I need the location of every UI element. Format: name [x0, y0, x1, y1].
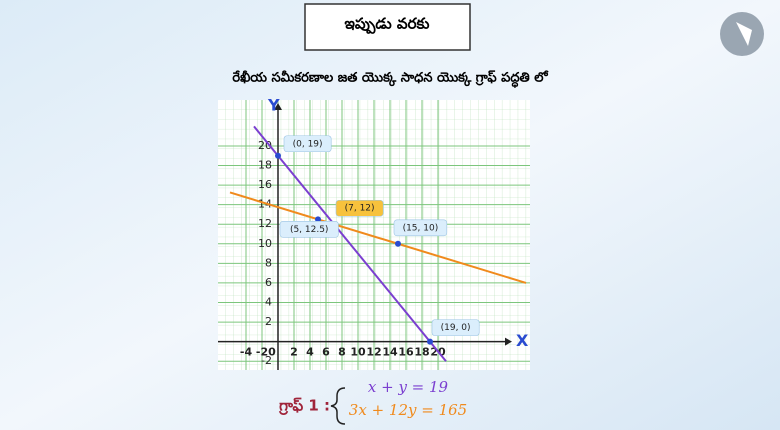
- line: [229, 191, 527, 284]
- x-tick-label: -2: [256, 346, 268, 359]
- point-label: (15, 10): [403, 223, 439, 233]
- legend-entry: x + y = 19: [368, 378, 449, 396]
- y-tick-label: 12: [258, 217, 272, 230]
- logo-mark: [736, 22, 752, 46]
- x-tick-label: 0: [268, 346, 276, 359]
- point-label-box: [335, 199, 384, 217]
- x-tick-label: -4: [240, 346, 253, 359]
- x-tick-label: 6: [322, 346, 330, 359]
- point-label: (7, 12): [345, 204, 375, 214]
- point: [315, 216, 321, 223]
- x-tick-label: 14: [382, 346, 398, 359]
- y-tick-label: -2: [261, 354, 272, 367]
- x-tick-label: 16: [398, 346, 414, 359]
- x-axis-label: X: [516, 331, 529, 350]
- brace: [330, 387, 346, 425]
- point: [395, 240, 401, 247]
- y-tick-label: 8: [265, 256, 272, 269]
- point-label-box: [283, 135, 332, 153]
- y-tick-label: 18: [258, 159, 272, 172]
- legend-entry: 3x + 12y = 165: [349, 401, 467, 419]
- title: ఇప్పుడు వరకు: [345, 15, 430, 35]
- subtitle: రేఖీయ సమీకరణాల జత యొక్క సాధన యొక్క గ్రాఫ…: [232, 70, 549, 89]
- legend-title: గ్రాఫ్ 1 :: [279, 397, 330, 416]
- point: [275, 152, 281, 159]
- y-tick-label: 2: [265, 315, 272, 328]
- x-tick-label: 12: [366, 346, 381, 359]
- point-label-box: [393, 219, 448, 237]
- x-tick-label: 4: [306, 346, 314, 359]
- title-box: [304, 3, 471, 51]
- line: [253, 125, 447, 362]
- point-label-box: [279, 221, 339, 238]
- y-tick-label: 4: [265, 296, 272, 309]
- y-tick-label: 16: [258, 178, 272, 191]
- point: [427, 338, 433, 345]
- y-arrow: [274, 103, 282, 110]
- y-tick-label: 20: [258, 139, 272, 152]
- x-tick-label: 2: [290, 346, 298, 359]
- x-tick-label: 10: [350, 346, 366, 359]
- y-axis-label: Y: [267, 96, 280, 115]
- point-label: (19, 0): [441, 323, 471, 333]
- point-label: (0, 19): [293, 139, 323, 149]
- x-tick-label: 8: [338, 346, 346, 359]
- y-tick-label: 10: [258, 237, 272, 250]
- x-tick-label: 18: [414, 346, 429, 359]
- point-label-box: [431, 319, 480, 336]
- point-label: (5, 12.5): [290, 225, 329, 235]
- y-tick-label: 6: [265, 276, 272, 289]
- x-arrow: [505, 337, 512, 346]
